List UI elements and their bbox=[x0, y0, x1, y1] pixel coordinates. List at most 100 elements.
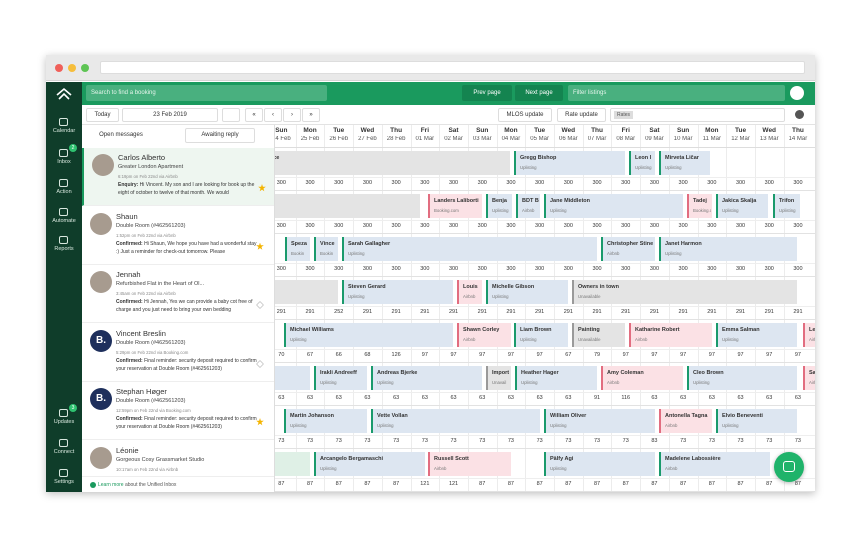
price[interactable]: 300 bbox=[707, 266, 717, 272]
price[interactable]: 291 bbox=[649, 309, 660, 315]
price[interactable]: 300 bbox=[563, 223, 573, 229]
message-item[interactable]: Léonie Gorgeous Cosy Grassmarket Studio 10… bbox=[82, 441, 274, 493]
sidebar-icon[interactable] bbox=[59, 409, 68, 417]
price[interactable]: 300 bbox=[305, 223, 315, 229]
sidebar-label[interactable]: Action bbox=[56, 189, 72, 195]
price[interactable]: 121 bbox=[448, 481, 459, 487]
mlos-update-button[interactable]: MLOS update bbox=[498, 108, 552, 122]
price[interactable]: 300 bbox=[707, 223, 717, 229]
price[interactable]: 300 bbox=[334, 266, 344, 272]
price[interactable]: 291 bbox=[506, 309, 516, 315]
price[interactable]: 300 bbox=[362, 180, 373, 186]
price[interactable]: 300 bbox=[535, 180, 545, 186]
price[interactable]: 73 bbox=[306, 438, 314, 444]
booking[interactable]: Owners in town Unavailable bbox=[572, 280, 797, 304]
price[interactable]: 87 bbox=[278, 481, 285, 487]
message-item[interactable]: Shaun Double Room (#462561203) 1:52pm on F… bbox=[82, 207, 274, 265]
search-box[interactable]: Search to find a booking bbox=[86, 85, 327, 101]
price[interactable]: 300 bbox=[678, 266, 688, 272]
price[interactable]: 252 bbox=[334, 309, 344, 315]
price[interactable]: 73 bbox=[450, 438, 457, 444]
sidebar-icon[interactable] bbox=[59, 469, 68, 477]
maximize-dot[interactable] bbox=[81, 64, 89, 72]
price[interactable]: 63 bbox=[708, 395, 715, 401]
booking[interactable]: Heather Hager Uplisting bbox=[515, 366, 597, 390]
price[interactable]: 97 bbox=[479, 352, 486, 358]
price[interactable]: 300 bbox=[477, 180, 487, 186]
price[interactable]: 97 bbox=[450, 352, 457, 358]
price[interactable]: 73 bbox=[479, 438, 486, 444]
minimize-dot[interactable] bbox=[68, 64, 76, 72]
star[interactable] bbox=[256, 242, 264, 250]
nav-button[interactable]: ‹ bbox=[264, 108, 282, 122]
sidebar-label[interactable]: Calendar bbox=[52, 128, 76, 134]
close-filter[interactable] bbox=[261, 130, 269, 140]
price[interactable]: 300 bbox=[563, 180, 573, 186]
price[interactable]: 300 bbox=[764, 223, 774, 229]
price[interactable]: 73 bbox=[421, 438, 428, 444]
price[interactable]: 73 bbox=[507, 438, 514, 444]
price[interactable]: 73 bbox=[680, 438, 687, 444]
price[interactable]: 300 bbox=[477, 223, 487, 229]
price[interactable]: 73 bbox=[593, 438, 601, 444]
price[interactable]: 291 bbox=[305, 309, 315, 315]
price[interactable]: 87 bbox=[507, 481, 514, 487]
booking[interactable]: Le Airbnb bbox=[803, 323, 815, 347]
price[interactable]: 300 bbox=[506, 266, 516, 272]
sidebar-icon[interactable] bbox=[59, 236, 68, 244]
price[interactable]: 300 bbox=[793, 266, 803, 272]
price[interactable]: 73 bbox=[708, 438, 715, 444]
price[interactable]: 79 bbox=[593, 352, 601, 358]
star[interactable] bbox=[256, 418, 264, 426]
price[interactable]: 300 bbox=[506, 223, 516, 229]
price[interactable]: 73 bbox=[737, 438, 744, 444]
next-page-button[interactable]: Next page bbox=[515, 85, 563, 101]
booking[interactable] bbox=[275, 280, 338, 304]
price[interactable]: 63 bbox=[651, 395, 658, 401]
booking[interactable]: William Oliver Uplisting bbox=[544, 409, 655, 433]
price[interactable]: 87 bbox=[565, 481, 572, 487]
price[interactable]: 300 bbox=[649, 223, 660, 229]
price[interactable]: 300 bbox=[391, 266, 401, 272]
sidebar-icon[interactable] bbox=[59, 439, 68, 447]
price[interactable]: 87 bbox=[708, 481, 715, 487]
price[interactable]: 63 bbox=[794, 395, 801, 401]
prev-page-button[interactable]: Prev page bbox=[462, 85, 512, 101]
price[interactable]: 87 bbox=[536, 481, 543, 487]
price[interactable]: 73 bbox=[794, 438, 801, 444]
sidebar-label[interactable]: Inbox bbox=[57, 159, 71, 165]
today-button[interactable]: Today bbox=[86, 108, 119, 122]
booking[interactable]: Vette Vollan Uplisting bbox=[371, 409, 540, 433]
rate-update-button[interactable]: Rate update bbox=[557, 108, 606, 122]
price[interactable]: 291 bbox=[735, 309, 746, 315]
price[interactable]: 121 bbox=[420, 481, 430, 487]
price[interactable]: 300 bbox=[649, 180, 660, 186]
nav-button[interactable]: « bbox=[245, 108, 263, 122]
price[interactable]: 63 bbox=[737, 395, 744, 401]
booking[interactable]: Katharine Robert Airbnb bbox=[629, 323, 712, 347]
booking[interactable]: Shawn Corley Airbnb bbox=[457, 323, 511, 347]
booking[interactable]: Benja Uplisting bbox=[486, 194, 512, 218]
sidebar-label[interactable]: Automate bbox=[52, 218, 76, 224]
price[interactable]: 67 bbox=[565, 352, 572, 358]
price[interactable]: 87 bbox=[651, 481, 658, 487]
open-messages-filter[interactable]: Open messages bbox=[99, 132, 143, 138]
price[interactable]: 300 bbox=[477, 266, 487, 272]
booking[interactable] bbox=[275, 194, 420, 218]
price[interactable]: 300 bbox=[563, 266, 573, 272]
awaiting-reply-filter[interactable]: Awaiting reply bbox=[185, 128, 255, 143]
price[interactable]: 87 bbox=[364, 481, 371, 487]
booking[interactable] bbox=[275, 452, 310, 476]
info-icon[interactable] bbox=[795, 110, 804, 119]
price[interactable]: 300 bbox=[448, 223, 459, 229]
booking[interactable]: Martin Johanson Uplisting bbox=[284, 409, 367, 433]
price[interactable]: 91 bbox=[593, 395, 601, 401]
price[interactable]: 300 bbox=[764, 266, 774, 272]
price[interactable]: 87 bbox=[766, 481, 773, 487]
price[interactable]: 63 bbox=[306, 395, 314, 401]
price[interactable]: 300 bbox=[735, 223, 746, 229]
booking[interactable]: Michael Williams Uplisting bbox=[284, 323, 453, 347]
price[interactable]: 87 bbox=[335, 481, 342, 487]
price[interactable]: 87 bbox=[794, 481, 801, 487]
price[interactable]: 300 bbox=[276, 180, 286, 186]
